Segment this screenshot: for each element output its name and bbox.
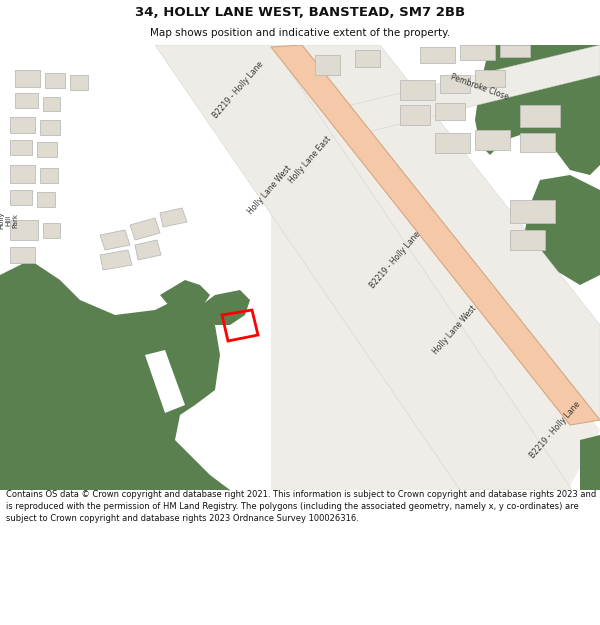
- Polygon shape: [40, 168, 58, 183]
- Text: 34, HOLLY LANE WEST, BANSTEAD, SM7 2BB: 34, HOLLY LANE WEST, BANSTEAD, SM7 2BB: [135, 6, 465, 19]
- Polygon shape: [400, 80, 435, 100]
- Polygon shape: [160, 280, 210, 313]
- Polygon shape: [0, 260, 230, 490]
- Polygon shape: [315, 55, 340, 75]
- Text: Pembroke Close: Pembroke Close: [450, 72, 510, 102]
- Polygon shape: [145, 350, 185, 413]
- Polygon shape: [15, 70, 40, 87]
- Polygon shape: [525, 175, 600, 285]
- Polygon shape: [10, 190, 32, 205]
- Polygon shape: [520, 133, 555, 152]
- Polygon shape: [130, 218, 160, 240]
- Polygon shape: [10, 165, 35, 183]
- Polygon shape: [37, 142, 57, 157]
- Polygon shape: [435, 133, 470, 153]
- Text: Map shows position and indicative extent of the property.: Map shows position and indicative extent…: [150, 28, 450, 38]
- Polygon shape: [100, 230, 130, 250]
- Polygon shape: [420, 47, 455, 63]
- Polygon shape: [400, 105, 430, 125]
- Polygon shape: [43, 223, 60, 238]
- Polygon shape: [475, 130, 510, 150]
- Text: Holly Lane West: Holly Lane West: [431, 304, 479, 356]
- Polygon shape: [475, 70, 505, 87]
- Polygon shape: [135, 240, 161, 260]
- Text: B2219 - Holly Lane: B2219 - Holly Lane: [368, 230, 422, 290]
- Polygon shape: [500, 45, 530, 57]
- Polygon shape: [10, 220, 38, 240]
- Polygon shape: [302, 45, 600, 420]
- Polygon shape: [580, 435, 600, 490]
- Polygon shape: [510, 230, 545, 250]
- Polygon shape: [45, 73, 65, 88]
- Polygon shape: [330, 45, 600, 135]
- Text: Contains OS data © Crown copyright and database right 2021. This information is : Contains OS data © Crown copyright and d…: [6, 490, 596, 522]
- Polygon shape: [440, 75, 470, 93]
- Polygon shape: [10, 247, 35, 263]
- Polygon shape: [43, 97, 60, 111]
- Polygon shape: [460, 45, 495, 60]
- Text: Holly Lane West: Holly Lane West: [247, 164, 293, 216]
- Polygon shape: [40, 120, 60, 135]
- Polygon shape: [70, 75, 88, 90]
- Polygon shape: [510, 200, 555, 223]
- Polygon shape: [160, 208, 187, 227]
- Polygon shape: [475, 45, 600, 175]
- Polygon shape: [520, 105, 560, 127]
- Polygon shape: [10, 117, 35, 133]
- Text: Holly
Hill
Park: Holly Hill Park: [0, 211, 18, 229]
- Text: B2219 - Holly Lane: B2219 - Holly Lane: [528, 400, 582, 460]
- Polygon shape: [195, 290, 250, 325]
- Polygon shape: [271, 45, 600, 490]
- Polygon shape: [355, 50, 380, 67]
- Text: Holly Lane East: Holly Lane East: [287, 135, 333, 185]
- Polygon shape: [10, 140, 32, 155]
- Polygon shape: [15, 93, 38, 108]
- Polygon shape: [155, 45, 572, 490]
- Polygon shape: [37, 192, 55, 207]
- Polygon shape: [100, 250, 132, 270]
- Polygon shape: [271, 45, 600, 425]
- Polygon shape: [435, 103, 465, 120]
- Text: B2219 - Holly Lane: B2219 - Holly Lane: [211, 60, 265, 120]
